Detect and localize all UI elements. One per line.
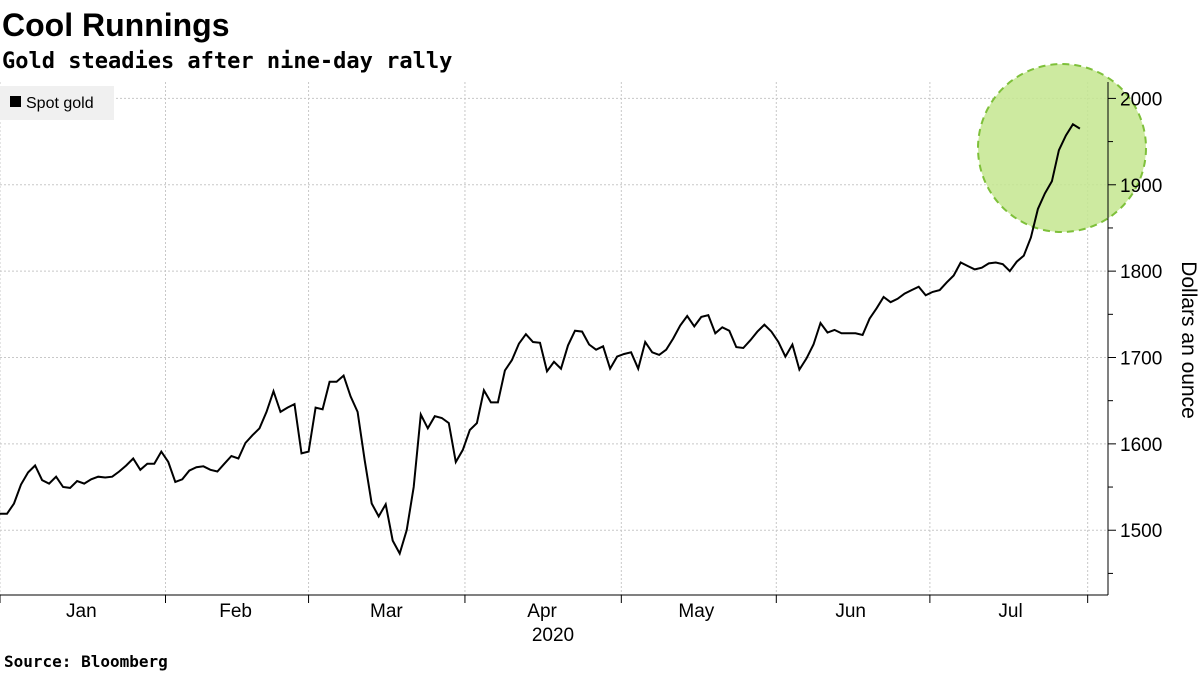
x-tick-label: Jan: [66, 601, 97, 622]
line: [0, 122, 1081, 557]
chart-subtitle: Gold steadies after nine-day rally: [2, 49, 452, 74]
y-tick-label: 2000: [1120, 89, 1162, 110]
legend: Spot gold: [0, 86, 114, 120]
chart-title: Cool Runnings: [2, 7, 230, 43]
x-tick-label: Jul: [998, 601, 1022, 622]
legend-label: Spot gold: [26, 95, 94, 112]
x-tick-label: Mar: [370, 601, 403, 622]
y-tick-label: 1900: [1120, 176, 1162, 197]
y-tick-label: 1700: [1120, 349, 1162, 370]
y-tick-label: 1800: [1120, 262, 1162, 283]
x-tick-label: May: [678, 601, 714, 622]
y-tick-label: 1600: [1120, 435, 1162, 456]
y-tick-label: 1500: [1120, 521, 1162, 542]
x-tick-label: Jun: [835, 601, 866, 622]
x-tick-label: Feb: [219, 601, 252, 622]
source: Source: Bloomberg: [4, 652, 168, 671]
x-tick-label: Apr: [527, 601, 557, 622]
y-axis-label: Dollars an ounce: [1177, 261, 1200, 419]
highlight-circle: [977, 63, 1147, 233]
x-axis-label: 2020: [532, 625, 574, 646]
legend-swatch: [10, 96, 21, 107]
